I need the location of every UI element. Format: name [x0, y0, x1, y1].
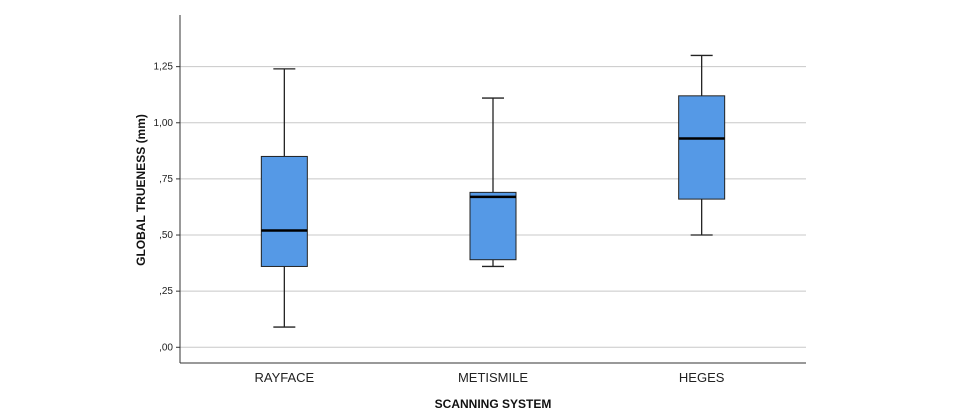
- box-metismile: [469, 97, 517, 268]
- y-tick-labels: ,00 ,25 ,50 ,75 1,00 1,25: [154, 62, 180, 353]
- y-tick-label: ,75: [159, 174, 173, 185]
- x-axis-title: SCANNING SYSTEM: [435, 397, 552, 411]
- box-rayface: [260, 68, 308, 328]
- y-tick-label: ,00: [159, 342, 173, 353]
- iqr-box: [469, 191, 517, 261]
- y-axis-title: GLOBAL TRUENESS (mm): [134, 114, 148, 266]
- x-tick-labels: RAYFACE METISMILE HEGES: [254, 370, 724, 385]
- y-tick-label: 1,25: [154, 62, 174, 73]
- box-heges: [678, 54, 726, 236]
- axes: [179, 15, 806, 364]
- iqr-box: [260, 155, 308, 267]
- x-tick-label: RAYFACE: [254, 370, 314, 385]
- y-tick-label: 1,00: [154, 118, 174, 129]
- x-tick-label: METISMILE: [458, 370, 528, 385]
- y-tick-label: ,50: [159, 230, 173, 241]
- y-tick-label: ,25: [159, 286, 173, 297]
- iqr-box: [678, 95, 726, 200]
- box-series: [260, 54, 726, 328]
- x-tick-label: HEGES: [679, 370, 725, 385]
